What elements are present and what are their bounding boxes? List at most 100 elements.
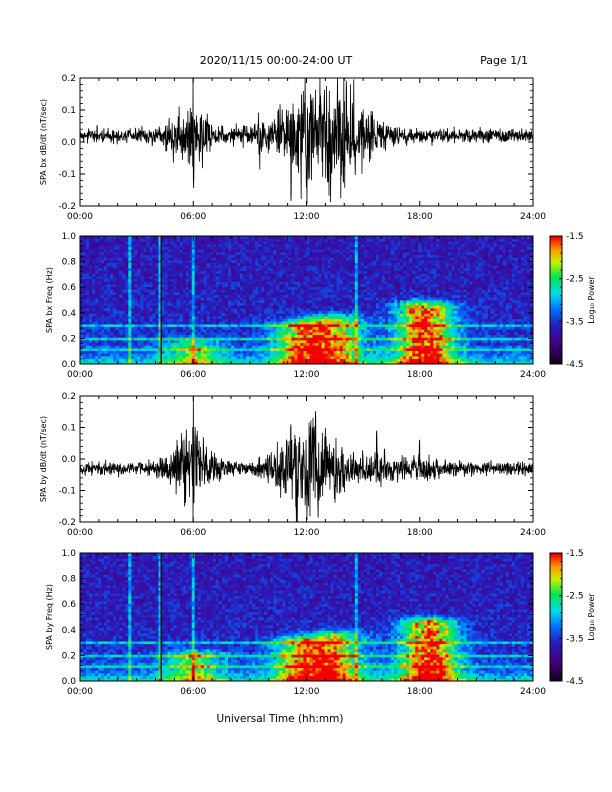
heatmap-cell — [224, 329, 229, 333]
heatmap-cell — [252, 318, 256, 322]
heatmap-cell — [378, 262, 383, 266]
heatmap-cell — [158, 281, 162, 285]
heatmap-cell — [221, 241, 226, 245]
heatmap-cell — [152, 326, 156, 330]
heatmap-cell — [167, 246, 171, 250]
heatmap-cell — [104, 284, 108, 288]
heatmap-cell — [125, 244, 129, 248]
heatmap-cell — [140, 286, 144, 290]
heatmap-cell — [246, 246, 250, 250]
heatmap-cell — [354, 300, 359, 304]
heatmap-cell — [297, 342, 301, 346]
heatmap-cell — [306, 257, 310, 261]
heatmap-cell — [267, 302, 271, 306]
heatmap-cell — [378, 308, 383, 312]
heatmap-cell — [333, 284, 338, 288]
heatmap-cell — [176, 292, 181, 296]
heatmap-cell — [246, 241, 250, 245]
heatmap-cell — [110, 292, 114, 296]
heatmap-cell — [372, 252, 377, 256]
heatmap-cell — [158, 268, 162, 272]
heatmap-cell — [119, 262, 123, 266]
heatmap-cell — [113, 305, 117, 309]
heatmap-cell — [119, 318, 123, 322]
heatmap-cell — [300, 332, 304, 336]
heatmap-cell — [351, 281, 356, 285]
heatmap-cell — [285, 241, 289, 245]
heatmap-cell — [206, 326, 211, 330]
heatmap-cell — [182, 310, 187, 314]
heatmap-cell — [261, 302, 265, 306]
heatmap-cell — [116, 262, 120, 266]
heatmap-cell — [282, 252, 286, 256]
heatmap-cell — [240, 318, 244, 322]
heatmap-cell — [237, 305, 241, 309]
heatmap-cell — [167, 302, 171, 306]
heatmap-cell — [336, 265, 341, 269]
heatmap-cell — [339, 252, 344, 256]
heatmap-cell — [173, 318, 178, 322]
heatmap-cell — [261, 244, 265, 248]
heatmap-cell — [324, 334, 329, 338]
heatmap-cell — [339, 326, 344, 330]
heatmap-cell — [191, 342, 196, 346]
heatmap-cell — [134, 254, 138, 258]
heatmap-cell — [351, 254, 356, 258]
heatmap-cell — [200, 286, 205, 290]
heatmap-cell — [366, 289, 371, 293]
heatmap-cell — [342, 254, 347, 258]
heatmap-cell — [366, 276, 371, 280]
heatmap-cell — [369, 270, 374, 274]
heatmap-cell — [282, 348, 286, 352]
heatmap-cell — [267, 278, 271, 282]
heatmap-cell — [152, 300, 156, 304]
heatmap-cell — [152, 276, 156, 280]
heatmap-cell — [179, 308, 184, 312]
heatmap-cell — [255, 326, 259, 330]
heatmap-cell — [255, 289, 259, 293]
heatmap-cell — [249, 356, 253, 360]
heatmap-cell — [179, 262, 184, 266]
heatmap-cell — [212, 300, 217, 304]
heatmap-cell — [179, 294, 184, 298]
heatmap-cell — [258, 278, 262, 282]
heatmap-cell — [333, 241, 338, 245]
heatmap-cell — [282, 361, 286, 365]
heatmap-cell — [173, 257, 178, 261]
heatmap-cell — [179, 281, 184, 285]
heatmap-cell — [197, 305, 202, 309]
heatmap-cell — [206, 289, 211, 293]
heatmap-cell — [200, 249, 205, 253]
heatmap-cell — [146, 345, 150, 349]
heatmap-cell — [215, 260, 220, 264]
heatmap-cell — [363, 356, 368, 360]
heatmap-cell — [176, 244, 181, 248]
heatmap-cell — [224, 244, 229, 248]
heatmap-cell — [119, 281, 123, 285]
heatmap-cell — [167, 268, 171, 272]
heatmap-cell — [119, 252, 123, 256]
heatmap-cell — [203, 358, 208, 362]
heatmap-cell — [179, 324, 184, 328]
heatmap-cell — [339, 236, 344, 240]
heatmap-cell — [363, 289, 368, 293]
heatmap-cell — [270, 286, 274, 290]
heatmap-cell — [92, 297, 96, 301]
heatmap-cell — [95, 313, 99, 317]
heatmap-cell — [125, 310, 129, 314]
heatmap-cell — [330, 324, 335, 328]
heatmap-cell — [300, 308, 304, 312]
heatmap-cell — [158, 254, 162, 258]
heatmap-cell — [113, 313, 117, 317]
heatmap-cell — [279, 324, 283, 328]
heatmap-cell — [231, 236, 235, 240]
heatmap-cell — [360, 356, 365, 360]
heatmap-cell — [197, 345, 202, 349]
heatmap-cell — [261, 297, 265, 301]
heatmap-cell — [240, 297, 244, 301]
heatmap-cell — [267, 308, 271, 312]
heatmap-cell — [264, 340, 268, 344]
heatmap-cell — [209, 313, 214, 317]
heatmap-cell — [294, 278, 298, 282]
heatmap-cell — [182, 340, 187, 344]
